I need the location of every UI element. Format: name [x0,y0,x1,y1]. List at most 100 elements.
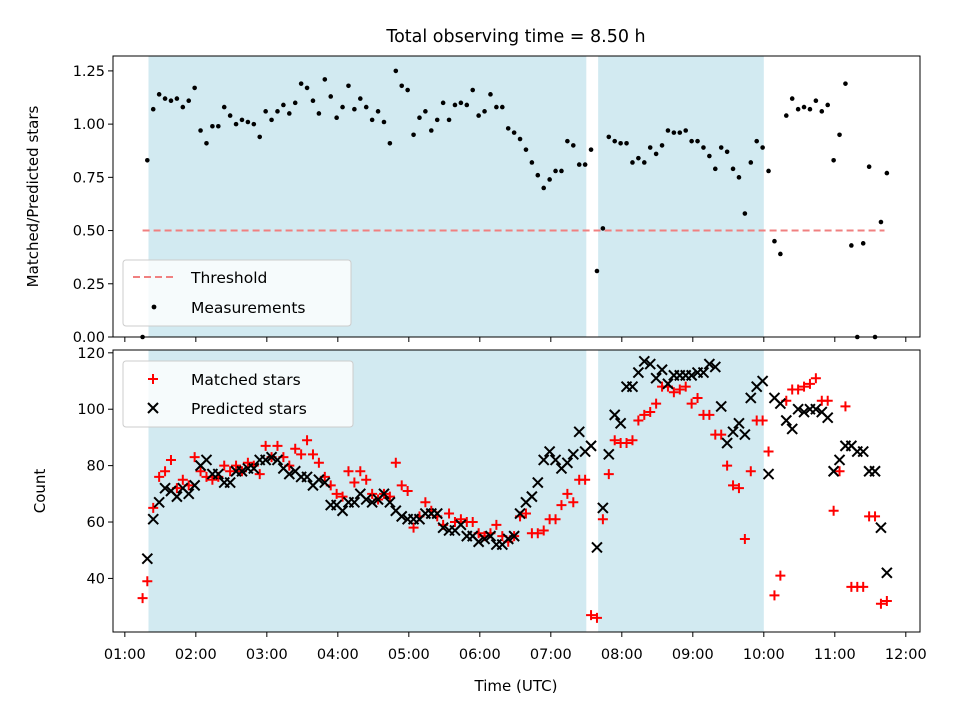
matched-star-point [562,488,573,499]
measurement-point [535,172,541,178]
predicted-star-point [147,513,159,525]
x-tick-label: 04:00 [317,647,359,663]
measurement-point [375,109,381,114]
predicted-star-point [366,496,378,508]
measurement-point [712,166,718,172]
measurement-point [251,121,257,127]
predicted-star-point [508,530,520,542]
ratio-panel-frame [112,55,921,338]
legend-measurements-label: Measurements [191,299,306,317]
matched-star-point [148,502,159,513]
predicted-star-point [271,454,284,466]
matched-star-point [444,508,455,519]
y-tick-label: 0.25 [73,277,105,293]
measurement-point [718,145,724,150]
measurement-point [730,166,736,172]
measurement-point [659,143,665,148]
measurement-point [227,113,233,118]
matched-star-point [692,392,703,403]
predicted-star-point [200,454,213,466]
matched-star-point [580,474,591,485]
predicted-star-point [313,474,325,486]
matched-star-point [313,457,324,468]
matched-star-point [195,466,206,477]
predicted-star-point [650,372,662,384]
measurement-point [429,128,434,133]
matched-star-point [568,497,579,508]
measurement-point [340,104,345,110]
matched-star-point [769,590,780,601]
matched-star-point [627,435,638,446]
predicted-star-point [786,423,798,435]
predicted-star-point [478,533,491,545]
legend-matched-label: Matched stars [191,371,301,389]
measurement-point [482,109,487,114]
predicted-star-point [171,490,183,503]
matched-star-point [763,446,774,457]
matched-star-point [355,466,366,477]
matched-star-point [538,525,549,536]
measurement-point [825,102,831,108]
measurement-point [381,119,387,125]
matched-star-point [704,409,715,420]
measurement-point [500,104,505,110]
measurement-point [452,102,458,108]
measurement-point [198,128,203,133]
predicted-star-point [697,366,710,379]
matched-star-point [307,449,318,460]
predicted-star-point [248,462,260,475]
measurement-point [689,138,694,144]
matched-star-point [793,384,804,395]
matched-star-point [137,593,148,604]
x-axis-label: Time (UTC) [474,677,558,695]
predicted-star-point [614,417,627,430]
matched-star-point [810,373,821,384]
predicted-star-point [567,448,580,461]
predicted-star-point [141,552,154,565]
measurement-point [819,109,825,114]
predicted-star-point [603,448,615,461]
x-tick-label: 10:00 [743,647,785,663]
measurement-point [701,145,706,150]
predicted-star-point [396,510,408,523]
predicted-star-point [348,496,361,508]
predicted-star-point [638,355,651,367]
matched-star-point [822,395,833,406]
measurement-point [334,115,339,121]
matched-star-point [154,471,165,482]
predicted-star-point [875,521,887,534]
measurement-point [565,138,570,144]
predicted-star-point [259,454,272,466]
measurement-point [257,134,263,140]
matched-star-point [302,435,313,446]
matched-star-point [242,457,253,468]
measurement-point [275,109,280,114]
measurement-point [470,87,476,93]
predicted-star-point [585,440,597,452]
measurement-point [192,85,197,91]
measurement-point [358,96,363,101]
measurement-point [576,162,582,167]
matched-star-point [804,378,815,389]
measurement-point [677,130,683,135]
matched-star-point [219,460,230,471]
matched-star-point [757,415,768,426]
measurement-point [186,98,192,104]
x-tick-label: 07:00 [530,647,572,663]
measurement-point [310,98,316,104]
measurement-point [328,94,334,99]
measurement-point [778,251,783,257]
predicted-star-point [360,493,372,506]
matched-star-point [680,381,691,392]
measurement-point [860,241,866,246]
predicted-star-point [739,428,751,441]
matched-star-point [881,595,892,606]
predicted-star-point [384,496,396,508]
count-panel-ylabel: Count [31,469,49,514]
predicted-star-point [591,541,603,554]
measurement-point [641,160,647,165]
measurement-point [600,226,606,231]
measurement-point [594,268,600,274]
measurement-point [150,106,156,112]
x-tick-label: 01:00 [104,647,146,663]
